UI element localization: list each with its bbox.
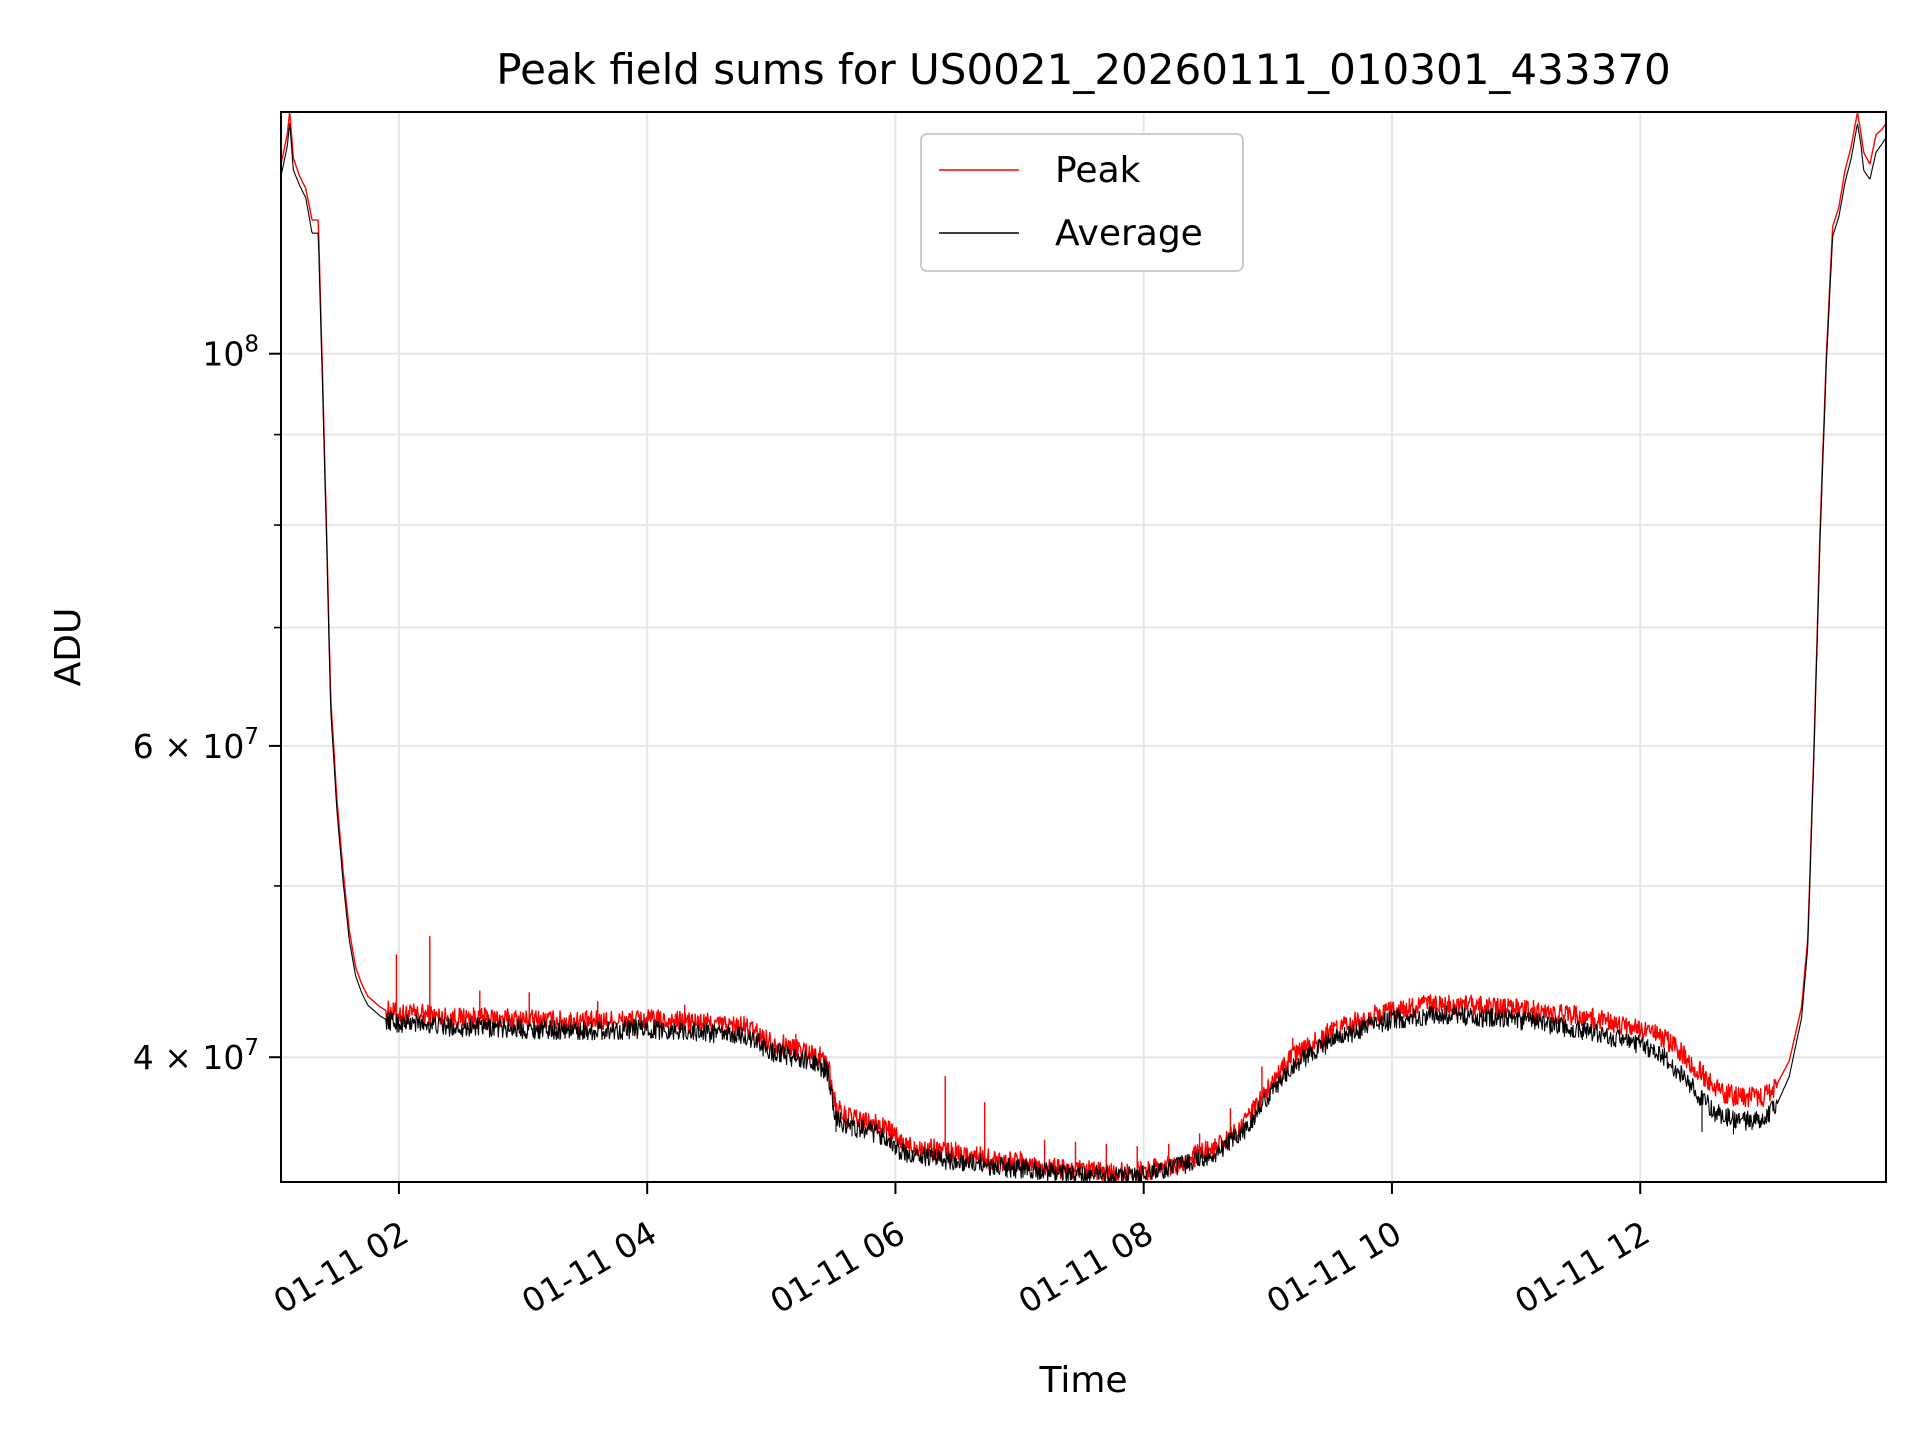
y-tick-label: 4 × 107 <box>133 1035 259 1077</box>
y-tick-label: 6 × 107 <box>133 724 259 766</box>
series-layer <box>281 112 1886 1182</box>
series-line-average <box>281 123 1886 1182</box>
y-axis-label: ADU <box>48 608 89 687</box>
grid <box>281 112 1886 1182</box>
y-tick-label: 108 <box>202 332 259 374</box>
legend-label-average: Average <box>1055 213 1203 254</box>
x-axis-label: Time <box>1038 1360 1127 1401</box>
legend: Peak Average <box>920 133 1244 272</box>
legend-label-peak: Peak <box>1055 150 1141 191</box>
legend-box <box>920 133 1244 272</box>
chart-title: Peak field sums for US0021_20260111_0103… <box>496 45 1671 94</box>
series-line-peak <box>281 112 1886 1182</box>
plot-frame <box>280 111 1887 1183</box>
